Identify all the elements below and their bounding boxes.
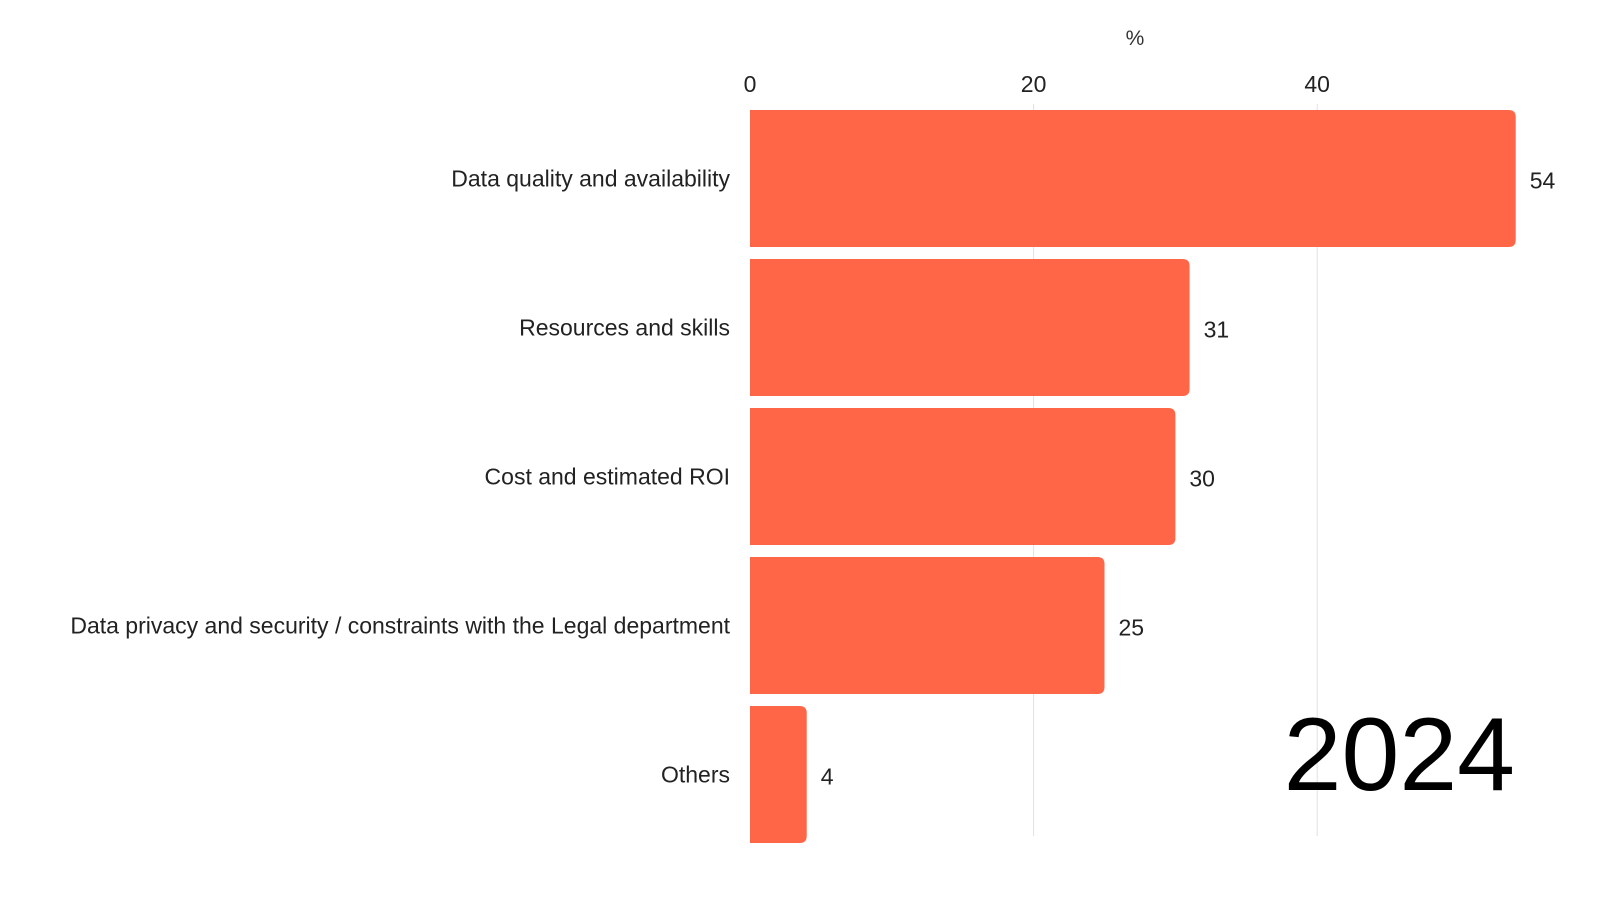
- value-label: 4: [821, 764, 834, 790]
- category-label: Cost and estimated ROI: [485, 464, 730, 490]
- value-label: 25: [1119, 615, 1145, 641]
- bar: [750, 408, 1175, 545]
- category-label: Others: [661, 762, 730, 788]
- bar: [750, 110, 1516, 247]
- category-label: Data quality and availability: [451, 166, 730, 192]
- bar: [750, 259, 1190, 396]
- x-tick-label: 40: [1304, 71, 1330, 97]
- category-label: Resources and skills: [519, 315, 730, 341]
- category-label: Data privacy and security / constraints …: [70, 613, 730, 639]
- year-label: 2024: [1284, 697, 1515, 813]
- unit-label: %: [1126, 27, 1145, 50]
- value-label: 31: [1204, 317, 1230, 343]
- bar: [750, 706, 807, 843]
- value-label: 54: [1530, 168, 1556, 194]
- value-label: 30: [1189, 466, 1215, 492]
- x-tick-label: 20: [1021, 71, 1047, 97]
- x-tick-label: 0: [744, 71, 757, 97]
- bar: [750, 557, 1105, 694]
